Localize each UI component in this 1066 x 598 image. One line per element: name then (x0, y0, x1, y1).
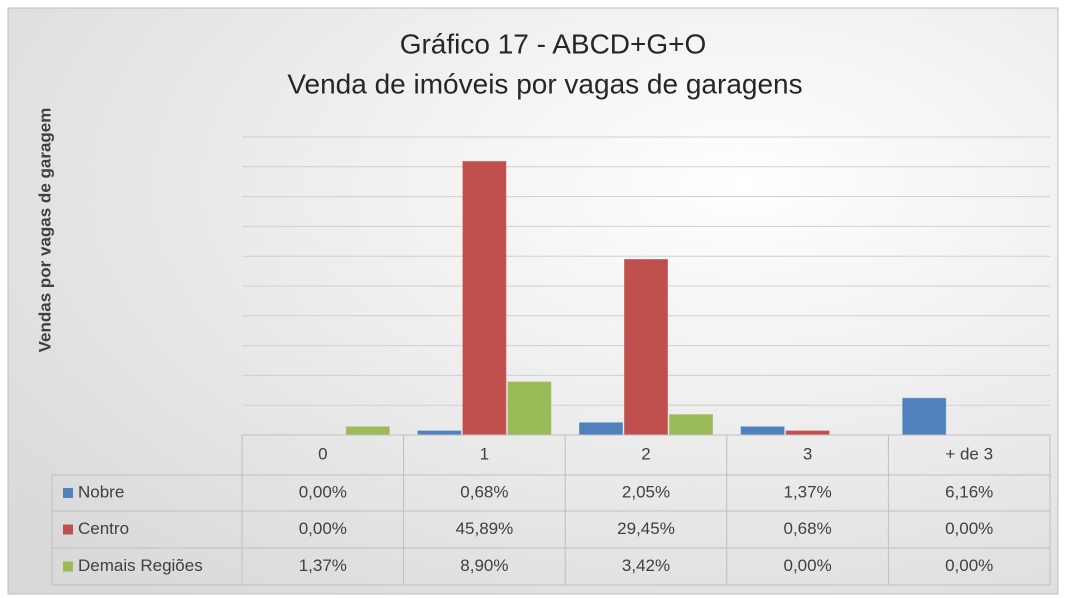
bar (669, 414, 713, 436)
bar (740, 426, 785, 436)
legend-key (63, 524, 73, 535)
data-label: 8,90% (460, 556, 508, 575)
data-label: 45,89% (456, 519, 514, 538)
data-label: 1,37% (783, 482, 831, 501)
bar (507, 381, 552, 436)
data-label: 29,45% (617, 519, 675, 538)
x-tick-label: + de 3 (945, 444, 993, 463)
chart-background (7, 7, 1059, 595)
bar (417, 430, 462, 436)
data-label: 2,05% (622, 482, 670, 501)
legend-key (63, 561, 73, 572)
bar (462, 160, 507, 436)
x-tick-label: 3 (803, 444, 812, 463)
data-label: 3,42% (622, 556, 670, 575)
bar (902, 397, 947, 436)
data-label: 0,68% (460, 482, 508, 501)
x-tick-label: 1 (480, 444, 489, 463)
data-label: 0,00% (783, 556, 831, 575)
y-axis-label: Vendas por vagas de garagem (35, 108, 54, 353)
legend-key (63, 488, 73, 498)
data-label: 0,00% (299, 482, 347, 501)
data-label: 0,00% (299, 519, 347, 538)
bar (579, 422, 623, 436)
data-label: 0,68% (783, 519, 831, 538)
x-tick-label: 0 (318, 444, 327, 463)
legend-label: Demais Regiões (78, 556, 203, 575)
chart-title: Gráfico 17 - ABCD+G+O (400, 28, 707, 59)
data-label: 0,00% (945, 519, 993, 538)
bar (624, 258, 668, 436)
bar (345, 426, 390, 436)
data-label: 1,37% (299, 556, 347, 575)
data-label: 6,16% (945, 482, 993, 501)
legend-label: Centro (78, 519, 129, 538)
chart-subtitle: Venda de imóveis por vagas de garagens (287, 68, 802, 99)
x-tick-label: 2 (641, 444, 650, 463)
data-label: 0,00% (945, 556, 993, 575)
legend-label: Nobre (78, 482, 124, 501)
bar (785, 430, 830, 436)
